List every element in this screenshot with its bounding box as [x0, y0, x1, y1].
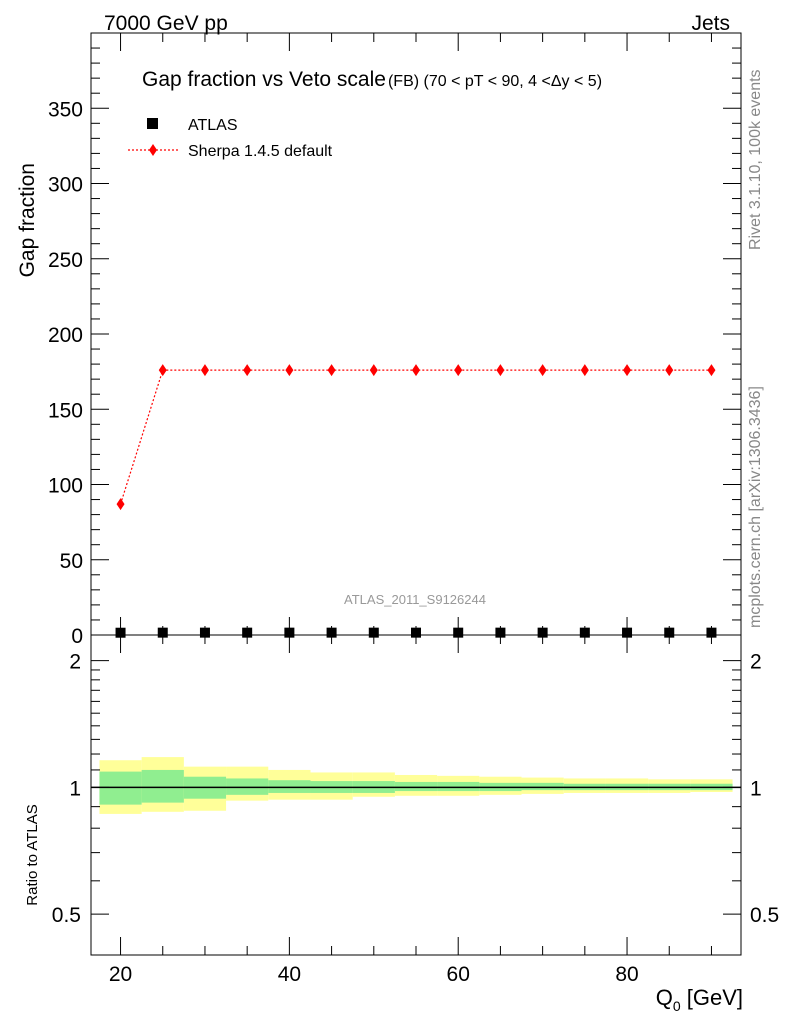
atlas-point	[622, 627, 633, 638]
main-panel: Gap fraction Gap fraction vs Veto scale(…	[16, 32, 742, 648]
chart-title-subtitle: (FB) (70 < pT < 90, 4 <Δy < 5)	[388, 73, 602, 90]
x-axis-label: Q0 [GeV]	[656, 985, 743, 1014]
header-energy-label: 7000 GeV pp	[104, 12, 228, 35]
sherpa-point	[412, 364, 420, 377]
atlas-point	[411, 627, 421, 638]
ratio-y-tick-label: 2	[69, 651, 81, 674]
atlas-point	[453, 627, 464, 638]
x-axis-label-unit: [GeV]	[681, 985, 743, 1010]
legend-sherpa-label: Sherpa 1.4.5 default	[188, 143, 333, 160]
legend-sherpa-marker	[149, 144, 157, 156]
ratio-x-tick-label: 80	[615, 963, 638, 986]
sherpa-series-line	[119, 369, 712, 505]
sherpa-point	[243, 364, 252, 377]
sherpa-point	[116, 498, 125, 511]
ratio-y-tick-label: 0.5	[52, 904, 81, 927]
ratio-inner-band	[437, 781, 480, 792]
ratio-y-axis-label: Ratio to ATLAS	[24, 804, 41, 905]
ratio-inner-band	[521, 782, 564, 791]
atlas-point	[242, 627, 253, 638]
main-y-tick-label: 50	[60, 550, 83, 573]
ratio-y-tick-label-right: 1	[750, 777, 762, 800]
ratio-x-tick-label: 60	[447, 963, 470, 986]
legend-atlas-marker	[147, 118, 158, 129]
atlas-point	[368, 627, 379, 638]
main-y-tick-label: 200	[48, 324, 83, 347]
ratio-y-tick-label: 1	[69, 777, 81, 800]
analysis-watermark: ATLAS_2011_S9126244	[344, 592, 486, 607]
ratio-inner-band	[268, 780, 311, 793]
main-y-tick-label: 0	[71, 625, 83, 648]
chart-title: Gap fraction vs Veto scale (FB) (70 < pT …	[142, 68, 602, 91]
sherpa-point	[369, 364, 378, 377]
atlas-point	[199, 627, 210, 638]
main-y-tick-label: 350	[48, 98, 83, 121]
atlas-point	[664, 627, 675, 638]
sherpa-point	[538, 364, 547, 377]
legend-atlas-label: ATLAS	[188, 117, 238, 134]
atlas-point	[579, 627, 590, 638]
sherpa-point	[623, 364, 632, 377]
x-axis-label-subscript: 0	[673, 998, 681, 1014]
atlas-point	[706, 627, 717, 638]
main-y-axis-label: Gap fraction	[16, 163, 39, 277]
ratio-y-tick-label-right: 0.5	[750, 904, 779, 927]
ratio-x-tick-label: 40	[278, 963, 301, 986]
main-y-ticks: 0 50 100 150 200 250 300 350	[48, 32, 741, 648]
sherpa-point	[158, 364, 167, 377]
legend: ATLAS Sherpa 1.4.5 default	[128, 117, 333, 160]
atlas-point	[495, 627, 506, 638]
main-series	[115, 364, 717, 638]
ratio-frame	[90, 634, 742, 956]
mcplots-reference-label: mcplots.cern.ch [arXiv:1306.3436]	[747, 386, 764, 628]
ratio-x-tick-label: 20	[109, 963, 132, 986]
sherpa-point	[454, 364, 463, 377]
atlas-point	[115, 627, 126, 638]
sherpa-point	[496, 364, 505, 377]
atlas-point	[537, 627, 548, 638]
main-y-tick-label: 150	[48, 399, 83, 422]
ratio-inner-band	[141, 769, 184, 803]
sherpa-point	[285, 364, 294, 377]
atlas-point	[326, 627, 337, 638]
sherpa-point	[665, 364, 674, 377]
main-y-tick-label: 100	[48, 475, 83, 498]
main-y-tick-label: 250	[48, 249, 83, 272]
atlas-point	[157, 627, 168, 638]
ratio-y-tick-label-right: 2	[750, 651, 762, 674]
main-y-tick-label: 300	[48, 174, 83, 197]
atlas-point	[284, 627, 295, 638]
ratio-bands	[99, 757, 733, 814]
ratio-panel: 20 40 60 80 0.5 0.5 1 1 2 2 Ratio to ATLAS Q0 [Ge…	[24, 634, 779, 1014]
sherpa-point	[707, 364, 716, 377]
rivet-version-label: Rivet 3.1.10, 100k events	[747, 69, 764, 250]
ratio-ticks: 20 40 60 80 0.5 0.5 1 1 2 2	[52, 635, 779, 986]
sherpa-point	[327, 364, 336, 377]
sherpa-point	[580, 364, 589, 377]
x-axis-label-symbol: Q	[656, 985, 673, 1010]
chart-title-main: Gap fraction vs Veto scale	[142, 68, 386, 91]
ratio-inner-band	[394, 781, 438, 792]
sherpa-point	[200, 364, 209, 377]
header-process-label: Jets	[691, 12, 730, 35]
